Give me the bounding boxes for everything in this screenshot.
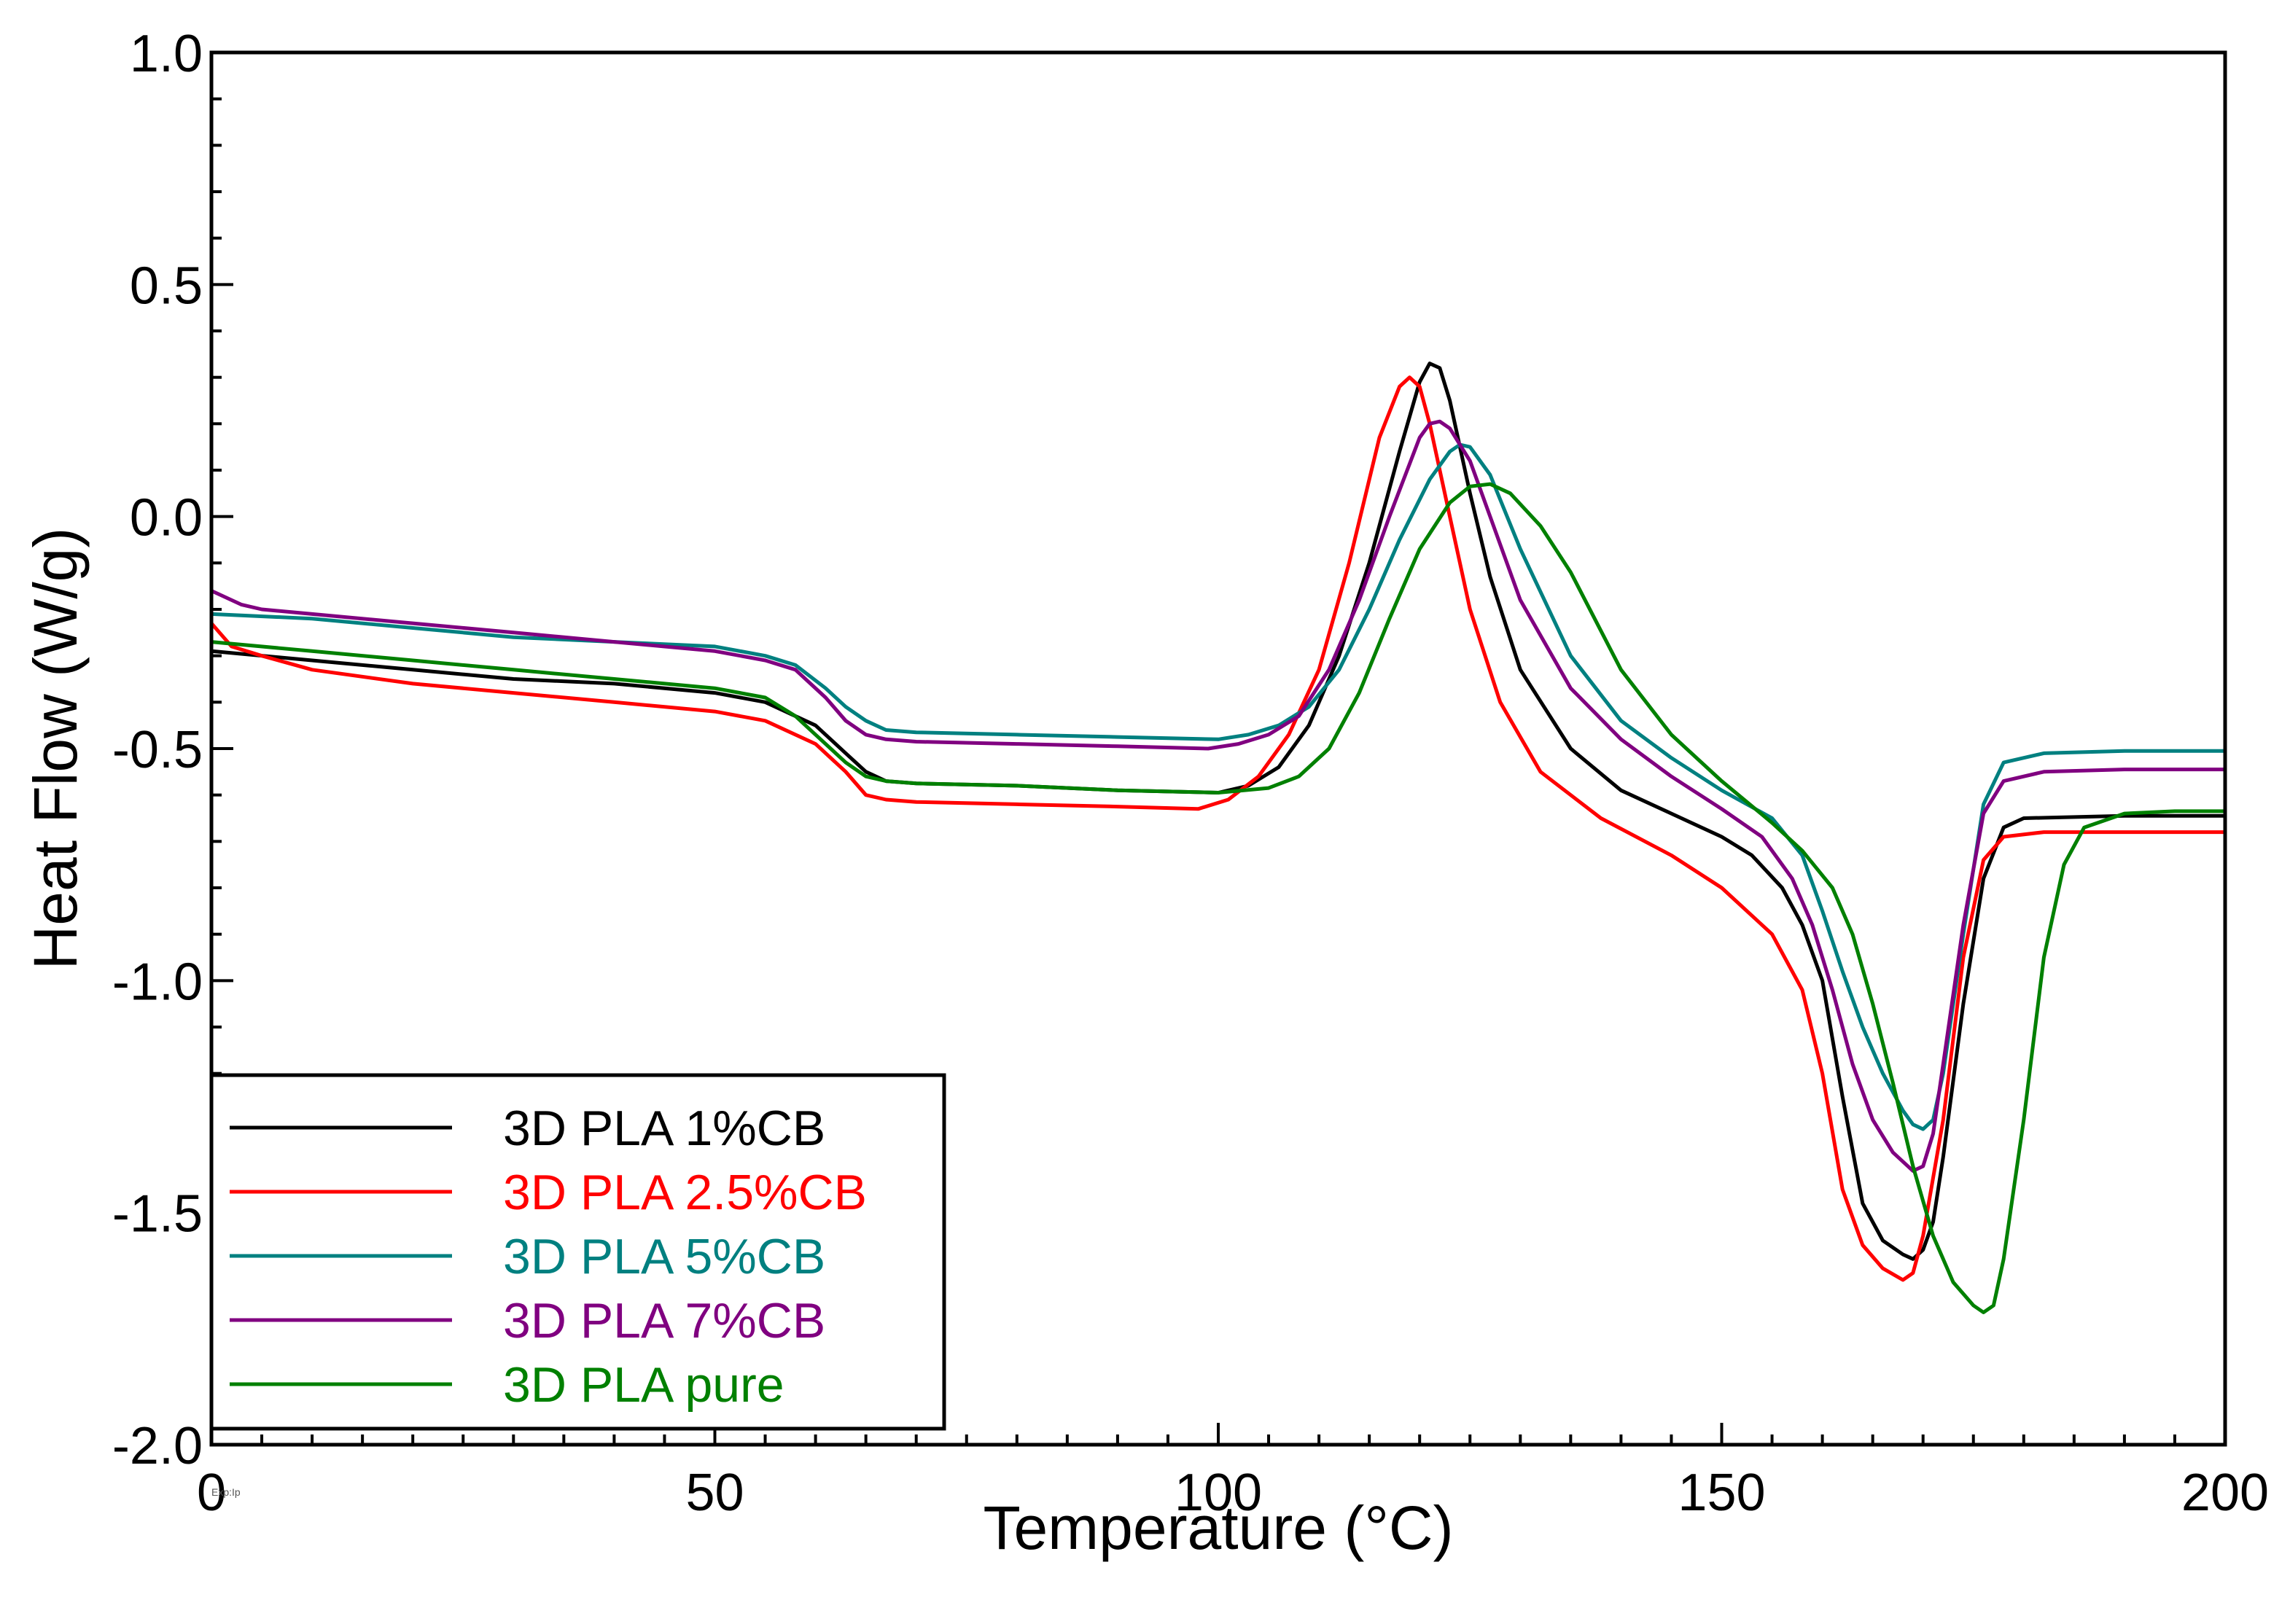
x-axis-title: Temperature (°C) — [983, 1494, 1453, 1562]
x-tick-label: 100 — [1175, 1464, 1262, 1522]
series-line-3d-pla-2-5-cb — [209, 375, 2227, 1282]
legend-label: 3D PLA 7%CB — [503, 1293, 825, 1348]
y-axis-title: Heat Flow (W/g) — [21, 528, 90, 970]
x-tick-label: 200 — [2181, 1464, 2269, 1522]
y-tick-label: -2.0 — [112, 1417, 203, 1475]
y-tick-label: 0.5 — [130, 257, 203, 315]
legend-label: 3D PLA 1%CB — [503, 1101, 825, 1156]
x-tick-label: 50 — [685, 1464, 744, 1522]
legend-box — [209, 1073, 946, 1431]
x-tick-label: 150 — [1678, 1464, 1765, 1522]
y-tick-label: -0.5 — [112, 721, 203, 779]
series-line-3d-pla-7-cb — [209, 419, 2227, 1173]
x-tick-label: 0 — [197, 1464, 226, 1522]
legend-label: 3D PLA pure — [503, 1357, 784, 1413]
y-tick-label: -1.0 — [112, 953, 203, 1011]
legend: 3D PLA 1%CB 3D PLA 2.5%CB 3D PLA 5%CB 3D PL… — [209, 1073, 946, 1431]
y-tick-label: 0.0 — [130, 489, 203, 547]
y-tick-label: -1.5 — [112, 1185, 203, 1244]
legend-label: 3D PLA 2.5%CB — [503, 1165, 867, 1220]
y-tick-label: 1.0 — [130, 25, 203, 83]
y-axis: 1.0 0.5 0.0 -0.5 -1.0 -1.5 -2.0 — [112, 25, 233, 1475]
legend-label: 3D PLA 5%CB — [503, 1229, 825, 1284]
x-axis: 0 50 100 150 200 — [197, 1423, 2269, 1522]
footnote: Exp:Ip — [211, 1486, 241, 1498]
series-line-3d-pla-pure — [209, 482, 2227, 1314]
series-layer — [209, 362, 2227, 1314]
